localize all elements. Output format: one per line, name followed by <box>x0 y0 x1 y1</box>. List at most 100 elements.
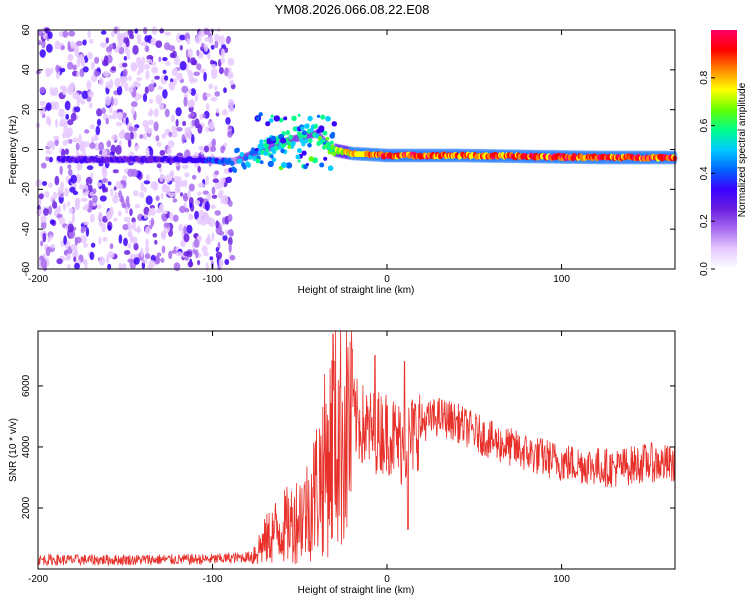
transition-point <box>285 162 293 169</box>
noise-blob <box>67 264 71 269</box>
noise-blob <box>45 102 52 112</box>
noise-blob <box>218 258 224 268</box>
noise-blob <box>145 58 153 64</box>
transition-point <box>304 123 310 129</box>
noise-blob <box>73 256 77 263</box>
noise-blob <box>225 37 231 45</box>
transition-point <box>263 151 269 156</box>
snr-frame <box>37 330 676 570</box>
transition-point <box>267 160 274 168</box>
noise-blob <box>99 195 107 202</box>
noise-blob <box>190 57 197 66</box>
noise-blob <box>68 207 74 214</box>
noise-blob <box>219 179 225 189</box>
transition-point <box>301 150 307 156</box>
noise-blob <box>189 202 193 209</box>
noise-blob <box>117 210 122 217</box>
noise-blob <box>40 215 47 223</box>
noise-blob <box>48 156 54 163</box>
noise-blob <box>135 145 140 150</box>
noise-blob <box>62 30 69 38</box>
noise-blob <box>228 105 235 113</box>
noise-blob <box>123 56 128 61</box>
noise-blob <box>90 172 94 179</box>
trace-point <box>259 139 264 145</box>
noise-blob <box>128 125 134 132</box>
noise-blob <box>94 56 100 64</box>
noise-blob <box>113 186 117 191</box>
noise-blob <box>151 79 155 85</box>
noise-blob <box>208 83 214 90</box>
x-tick-label: 100 <box>553 274 570 285</box>
noise-blob <box>122 68 128 77</box>
noise-blob <box>168 131 173 138</box>
noise-blob <box>223 87 227 94</box>
noise-blob <box>72 137 79 143</box>
y-tick-label: 0 <box>21 146 32 152</box>
noise-blob <box>67 61 74 70</box>
noise-blob <box>112 169 119 174</box>
noise-blob <box>46 70 52 77</box>
noise-blob <box>207 52 211 60</box>
transition-point <box>307 115 313 122</box>
transition-point <box>295 154 301 160</box>
noise-blob <box>63 235 67 245</box>
noise-blob <box>213 33 220 42</box>
noise-blob <box>85 227 90 237</box>
noise-blob <box>122 62 128 68</box>
noise-blob <box>200 146 205 155</box>
noise-blob <box>61 67 66 73</box>
noise-blob <box>195 249 199 259</box>
snr-panel: -200 -100 0 100 2000 4000 6000 Height of stra… <box>8 330 676 596</box>
noise-blob <box>132 127 138 132</box>
noise-blob <box>98 77 104 86</box>
colorbar-label: Normalized spectral amplitude <box>737 82 748 217</box>
noise-blob <box>178 72 183 80</box>
noise-blob <box>203 28 211 35</box>
noise-blob <box>101 223 106 233</box>
transition-point <box>283 116 288 121</box>
x-tick-label: -100 <box>203 274 223 285</box>
noise-blob <box>163 42 171 51</box>
noise-blob <box>134 228 142 233</box>
noise-blob <box>123 216 131 222</box>
noise-blob <box>53 87 59 96</box>
noise-blob <box>71 213 75 224</box>
noise-blob <box>182 192 189 202</box>
noise-blob <box>109 243 114 250</box>
trace-point <box>238 158 243 164</box>
noise-blob <box>144 253 151 260</box>
snr-y-ticks: 2000 4000 6000 <box>21 374 675 519</box>
noise-blob <box>214 85 218 91</box>
noise-blob <box>131 217 136 224</box>
noise-blob <box>146 174 150 181</box>
noise-blob <box>59 165 63 175</box>
noise-blob <box>184 255 189 261</box>
noise-blob <box>114 77 121 88</box>
noise-blob <box>211 232 215 242</box>
noise-blob <box>171 67 179 77</box>
x-tick-label: -100 <box>203 574 223 585</box>
noise-blob <box>40 162 47 169</box>
noise-blob <box>171 50 177 59</box>
noise-blob <box>179 60 187 71</box>
noise-blob <box>96 118 102 126</box>
transition-point <box>326 144 331 150</box>
noise-blob <box>48 118 52 127</box>
noise-blob <box>180 192 183 197</box>
noise-blob <box>59 118 67 126</box>
noise-blob <box>190 79 194 84</box>
noise-blob <box>210 145 217 152</box>
noise-blob <box>143 186 147 193</box>
noise-blob <box>211 186 216 195</box>
noise-blob <box>187 88 192 94</box>
noise-blob <box>156 141 162 147</box>
noise-blob <box>89 142 96 149</box>
noise-blob <box>159 102 164 111</box>
x-tick-label: 0 <box>384 574 390 585</box>
noise-blob <box>147 111 153 117</box>
noise-blob <box>124 132 131 141</box>
noise-blob <box>92 194 98 204</box>
x-tick-label: -200 <box>28 274 48 285</box>
